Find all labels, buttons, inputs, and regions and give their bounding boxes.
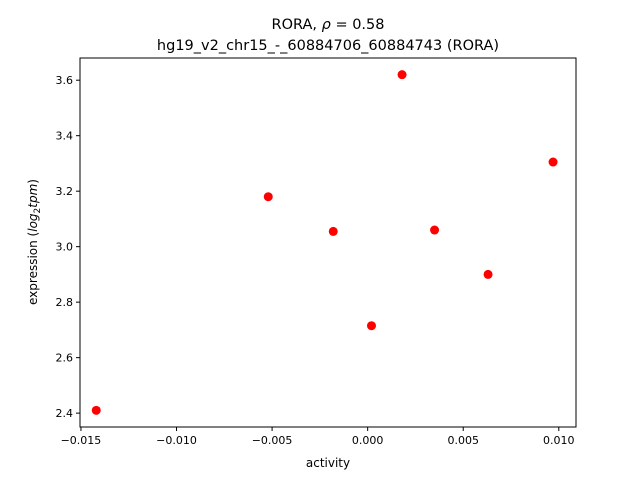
data-point — [366, 321, 376, 331]
y-tick-label: 3.2 — [56, 185, 74, 198]
y-tick-label: 3.6 — [56, 74, 74, 87]
plot-frame — [79, 57, 577, 428]
x-axis-label: activity — [306, 456, 350, 470]
y-tick-label: 2.8 — [56, 296, 74, 309]
x-tick-label: −0.010 — [156, 434, 197, 447]
chart-title-line2: hg19_v2_chr15_-_60884706_60884743 (RORA) — [157, 38, 499, 54]
data-point — [91, 405, 101, 415]
data-point — [430, 225, 440, 235]
y-tick-label: 2.4 — [56, 407, 74, 420]
x-tick-label: 0.000 — [352, 434, 384, 447]
y-tick-label: 3.0 — [56, 241, 74, 254]
data-point — [483, 269, 493, 279]
points-layer — [91, 70, 558, 415]
x-tick-label: −0.015 — [61, 434, 102, 447]
y-tick-label: 2.6 — [56, 352, 74, 365]
x-tick-label: 0.010 — [543, 434, 575, 447]
chart-title-line1: RORA, ρ = 0.58 — [272, 17, 385, 33]
data-point — [397, 70, 407, 80]
data-point — [263, 192, 273, 202]
data-point — [328, 226, 338, 236]
data-point — [548, 157, 558, 167]
x-tick-label: 0.005 — [447, 434, 479, 447]
x-tick-label: −0.005 — [252, 434, 293, 447]
y-axis-label: expression (log2tpm) — [26, 179, 43, 305]
tick-layer: −0.015 −0.010 −0.005 0.000 0.005 0.010 2.4 2.6 2… — [56, 74, 575, 447]
y-tick-label: 3.4 — [56, 130, 74, 143]
